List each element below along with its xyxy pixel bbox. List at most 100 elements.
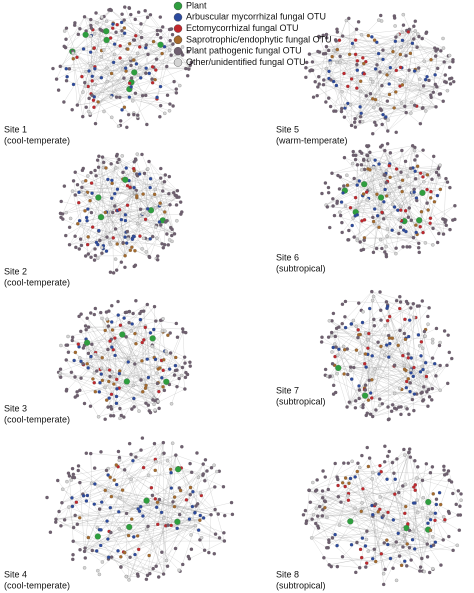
node — [340, 230, 344, 235]
node — [331, 383, 336, 388]
node — [151, 398, 155, 402]
node — [97, 154, 101, 158]
edge — [395, 41, 453, 62]
edge — [63, 23, 114, 103]
node — [377, 194, 385, 201]
node — [154, 459, 158, 464]
edge — [348, 483, 395, 495]
node — [353, 195, 358, 200]
node — [372, 324, 377, 328]
node — [115, 152, 119, 157]
node — [103, 417, 107, 421]
node — [95, 525, 99, 530]
node — [422, 59, 426, 63]
node — [359, 33, 364, 37]
node — [435, 240, 440, 245]
node — [431, 243, 435, 247]
node — [95, 158, 100, 162]
node — [359, 163, 364, 167]
edge — [408, 452, 444, 540]
node — [359, 89, 363, 94]
node — [386, 129, 390, 133]
edge — [357, 237, 414, 240]
node — [104, 249, 109, 253]
node — [416, 465, 420, 469]
edge — [440, 383, 448, 391]
node — [71, 51, 75, 55]
node — [151, 566, 155, 571]
node — [174, 194, 179, 198]
node — [392, 391, 397, 396]
node — [350, 161, 355, 166]
node — [404, 379, 409, 384]
node — [127, 95, 132, 99]
node — [103, 210, 108, 215]
edge — [363, 187, 400, 195]
node — [335, 371, 339, 376]
node — [172, 504, 177, 509]
edge — [372, 119, 389, 134]
node — [144, 250, 149, 254]
edge — [326, 34, 402, 48]
node — [121, 240, 125, 245]
node — [356, 461, 360, 465]
edge — [77, 70, 90, 106]
node — [122, 468, 127, 472]
node — [331, 197, 335, 201]
node — [375, 40, 379, 45]
node — [154, 319, 158, 323]
node — [315, 93, 319, 98]
legend-label: Plant — [186, 0, 207, 10]
node — [301, 513, 306, 517]
node — [81, 47, 86, 51]
node — [113, 204, 117, 208]
node — [333, 38, 338, 42]
node — [66, 471, 71, 475]
edge — [309, 31, 409, 55]
edge — [372, 217, 399, 234]
node — [366, 33, 371, 38]
edge — [123, 335, 190, 363]
node — [92, 381, 96, 385]
node — [120, 154, 124, 158]
node — [117, 371, 122, 376]
edge — [78, 470, 144, 517]
node — [207, 550, 211, 555]
node — [434, 170, 439, 175]
edge — [75, 194, 112, 199]
node — [396, 208, 400, 212]
node — [382, 541, 386, 545]
node — [215, 469, 219, 474]
node — [111, 374, 116, 379]
edge — [408, 31, 413, 44]
node — [424, 374, 429, 379]
node — [329, 78, 333, 82]
node — [390, 460, 395, 465]
edge — [359, 467, 428, 545]
edge — [371, 338, 390, 399]
edge — [361, 34, 438, 50]
edge — [376, 42, 441, 95]
node — [417, 66, 421, 70]
node — [384, 244, 388, 249]
edge — [369, 458, 384, 585]
node — [425, 542, 429, 546]
node — [158, 103, 163, 108]
node — [92, 95, 96, 99]
node — [94, 174, 98, 178]
edge — [85, 325, 124, 418]
node — [354, 324, 359, 329]
node — [84, 105, 88, 109]
node — [133, 17, 137, 22]
node — [158, 366, 162, 370]
edge — [66, 359, 89, 369]
node — [401, 545, 405, 549]
edge — [111, 60, 135, 74]
node — [382, 173, 386, 177]
edge — [107, 529, 147, 540]
node — [424, 31, 428, 35]
node — [439, 49, 443, 53]
node — [114, 30, 118, 34]
node — [413, 169, 417, 173]
node — [363, 352, 368, 356]
